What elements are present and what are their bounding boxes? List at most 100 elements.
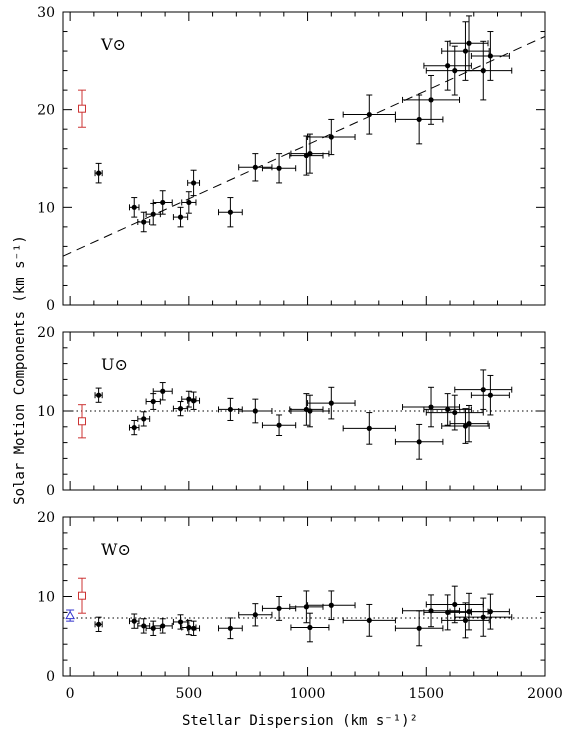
v-data-point <box>238 153 273 182</box>
v-data-point <box>152 190 173 215</box>
point-marker <box>177 214 184 220</box>
point-marker <box>307 408 313 414</box>
w-reference-point <box>65 609 75 622</box>
v-data-point <box>172 206 189 228</box>
v-data-point <box>289 135 324 176</box>
point-marker <box>328 400 334 406</box>
u-data-point <box>441 408 490 444</box>
w-data-point <box>470 593 510 630</box>
point-marker <box>366 111 372 118</box>
v-data-point <box>187 169 201 197</box>
x-tick-label: 1000 <box>290 686 326 702</box>
v-data-point <box>394 94 444 145</box>
point-marker <box>366 425 372 431</box>
v-data-point <box>94 162 103 184</box>
v-data-point <box>342 94 396 135</box>
w-panel-label: W⊙ <box>101 540 131 559</box>
u-data-point <box>394 423 444 460</box>
v-panel-label: V⊙ <box>100 35 126 54</box>
v-data-point <box>218 197 243 228</box>
triangle-marker <box>65 610 75 620</box>
x-tick-label: 0 <box>66 686 75 702</box>
u-data-point <box>261 414 297 436</box>
point-marker <box>416 439 422 445</box>
point-marker <box>96 392 102 398</box>
point-marker <box>466 421 472 427</box>
square-marker <box>77 104 86 113</box>
u-data-point <box>238 398 273 424</box>
v-data-point <box>470 31 510 81</box>
v-data-point <box>290 133 330 174</box>
point-marker <box>141 623 147 629</box>
u-data-point <box>145 393 161 410</box>
point-marker <box>480 387 486 393</box>
w-data-point <box>454 597 513 637</box>
point-marker <box>252 612 258 618</box>
u-y-tick-label: 0 <box>46 483 55 499</box>
y-axis-title: Solar Motion Components (km s⁻¹) <box>12 235 28 505</box>
u-data-point <box>423 393 472 426</box>
point-marker <box>480 68 486 74</box>
u-data-point <box>187 391 201 410</box>
u-data-point <box>128 419 140 436</box>
point-marker <box>428 97 434 103</box>
u-data-point <box>402 386 461 428</box>
point-marker <box>190 398 197 404</box>
x-axis-title: Stellar Dispersion (km s⁻¹)² <box>182 713 418 729</box>
point-marker <box>160 199 166 206</box>
w-data-point <box>342 603 396 637</box>
point-marker <box>452 601 458 608</box>
w-y-tick-label: 0 <box>46 669 55 685</box>
w-data-point <box>172 614 189 630</box>
u-panel: 0 10 20 U⊙ <box>37 325 546 499</box>
u-y-tick-label: 10 <box>37 404 55 420</box>
u-data-point <box>172 401 189 417</box>
square-marker <box>77 591 86 600</box>
panels: 0 10 20 30 V⊙ 0 10 20 U⊙ 0 10 20 0 500 1000 1500 2000 W⊙ <box>37 5 563 702</box>
v-data-point <box>181 191 197 214</box>
w-data-point <box>423 594 472 631</box>
v-fit-line <box>62 35 546 257</box>
point-marker <box>177 619 184 625</box>
point-marker <box>96 170 102 176</box>
w-data-point <box>94 616 103 632</box>
point-marker <box>466 40 472 46</box>
x-tick-label: 1500 <box>408 686 444 702</box>
v-data-point <box>454 40 513 101</box>
point-marker <box>416 116 422 123</box>
point-marker <box>487 609 493 615</box>
v-reference-point <box>77 89 86 128</box>
point-marker <box>141 219 147 225</box>
v-data-point <box>449 15 489 72</box>
u-data-point <box>289 393 324 426</box>
point-marker <box>190 180 197 186</box>
point-marker <box>190 625 197 631</box>
point-marker <box>160 388 166 394</box>
point-marker <box>445 609 451 616</box>
point-marker <box>252 164 258 170</box>
point-marker <box>276 165 282 171</box>
v-data-point <box>128 197 140 218</box>
point-marker <box>227 209 233 215</box>
u-panel-label: U⊙ <box>101 355 128 374</box>
point-marker <box>131 424 137 431</box>
square-marker <box>77 417 86 426</box>
x-tick-label: 2000 <box>527 686 563 702</box>
point-marker <box>150 211 156 217</box>
x-tick-label: 500 <box>175 686 202 702</box>
point-marker <box>141 416 147 422</box>
point-marker <box>276 605 282 612</box>
u-data-point <box>137 411 151 427</box>
u-data-point <box>290 394 330 428</box>
point-marker <box>307 624 313 631</box>
w-data-point <box>261 596 297 621</box>
w-panel-frame <box>62 516 546 677</box>
v-y-tick-label: 20 <box>37 103 55 119</box>
u-data-point <box>307 386 356 420</box>
point-marker <box>131 204 137 210</box>
w-y-tick-label: 10 <box>37 590 55 606</box>
point-marker <box>160 623 166 629</box>
w-data-point <box>187 620 201 636</box>
point-marker <box>186 199 192 206</box>
